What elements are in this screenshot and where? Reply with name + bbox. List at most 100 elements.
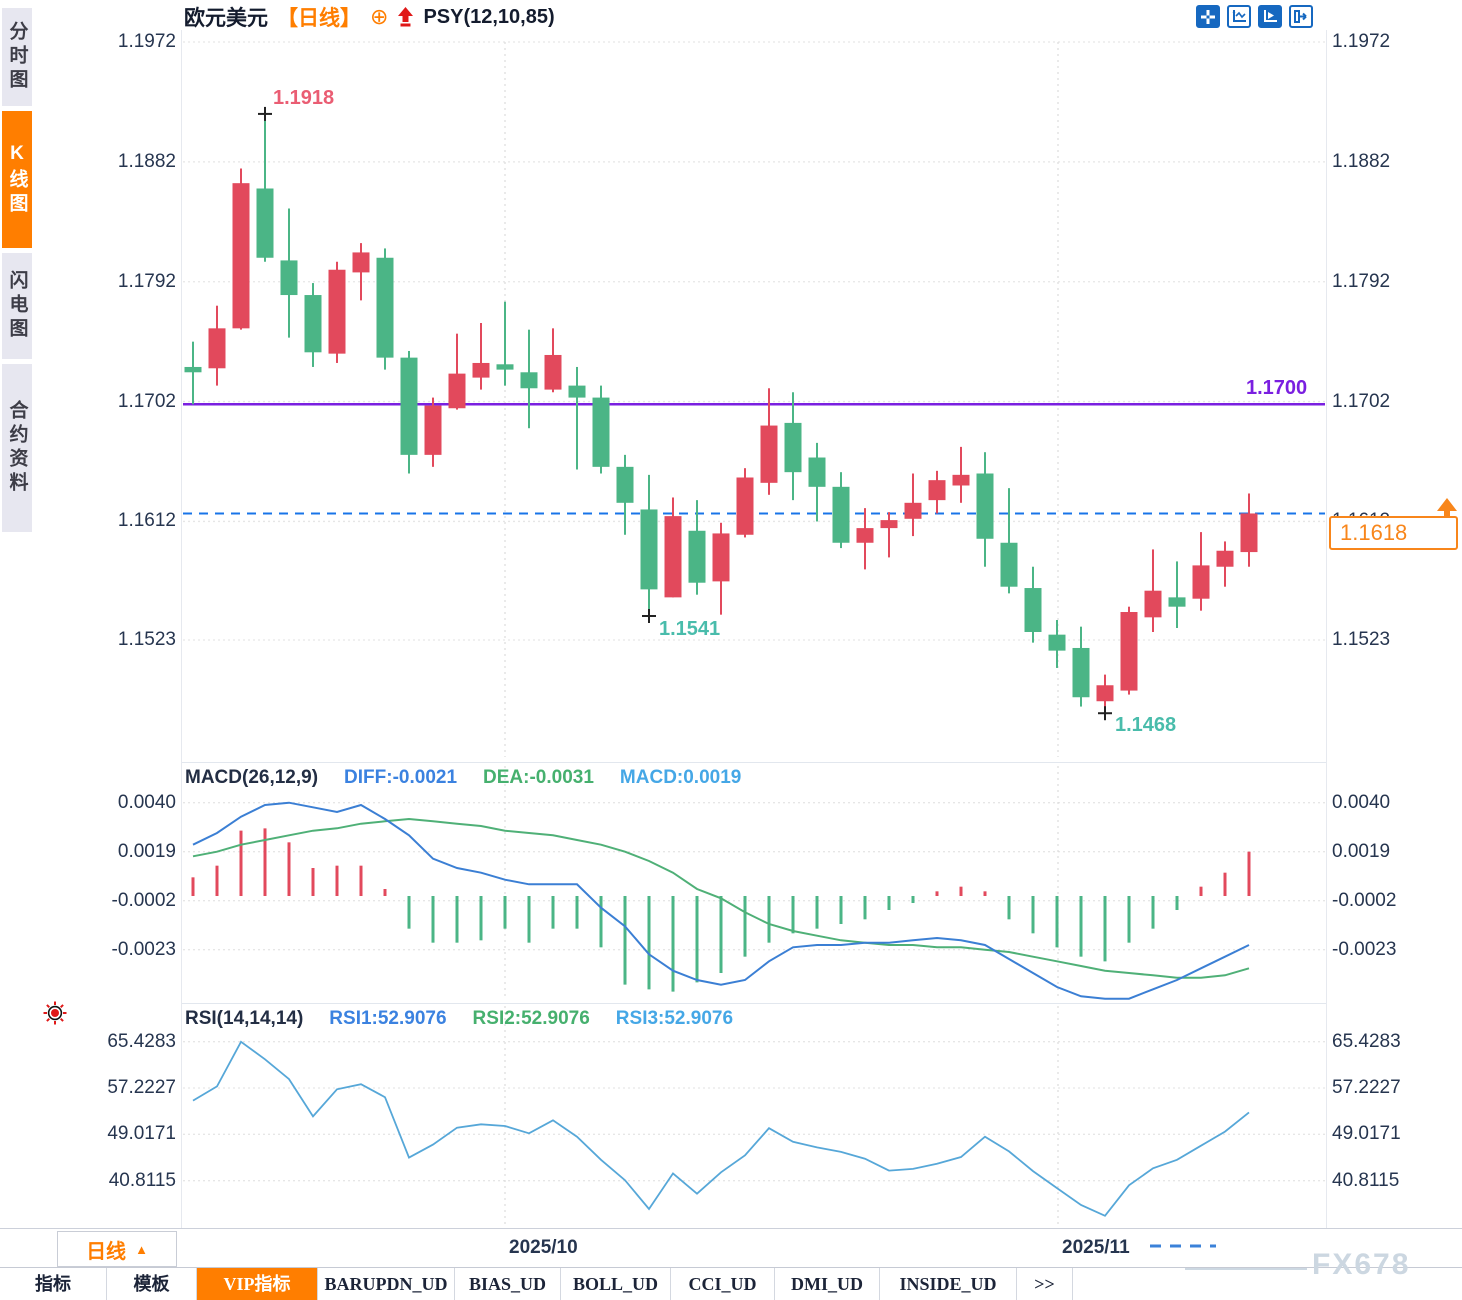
sidebar-tab-3[interactable]: 闪电图 xyxy=(2,253,32,359)
candle-body xyxy=(424,405,442,455)
macd-axis-label: -0.0023 xyxy=(111,938,176,960)
bottom-tab-7[interactable]: CCI_UD xyxy=(671,1268,775,1300)
move-crosshair-icon[interactable] xyxy=(1196,5,1220,28)
dropdown-arrow-icon: ▲ xyxy=(135,1241,148,1257)
bottom-tab-4[interactable]: BARUPDN_UD xyxy=(318,1268,455,1300)
macd-dea-value: DEA:-0.0031 xyxy=(483,767,594,788)
macd-diff-line xyxy=(192,801,1250,1000)
price-axis-label: 1.1972 xyxy=(117,31,176,52)
period-selector-label: 日线 xyxy=(86,1240,127,1263)
price-axis-label: 1.1702 xyxy=(1332,390,1391,412)
watermark: FX678 xyxy=(1312,1248,1411,1281)
panel-divider xyxy=(182,1003,1326,1004)
bottom-tab-1[interactable]: 指标 xyxy=(0,1268,107,1300)
candle-body xyxy=(1216,550,1234,567)
sidebar-tab-2[interactable]: K线图 xyxy=(2,111,32,248)
bottom-tab-8[interactable]: DMI_UD xyxy=(775,1268,880,1300)
price-axis-label: 1.1702 xyxy=(117,390,176,412)
candle-body xyxy=(736,477,754,535)
price-axis-label: 1.1792 xyxy=(117,270,176,292)
price-up-arrow-icon xyxy=(1437,498,1457,511)
candle-body xyxy=(712,533,730,582)
macd-title[interactable]: MACD(26,12,9) xyxy=(185,767,319,788)
bottom-tab-10[interactable]: >> xyxy=(1017,1268,1073,1300)
candle-body xyxy=(616,466,634,503)
price-axis-label: 1.1523 xyxy=(1332,628,1391,650)
macd-dea-line xyxy=(192,817,1250,979)
macd-header: MACD(26,12,9) DIFF:-0.0021 DEA:-0.0031 M… xyxy=(185,767,741,789)
candle-body xyxy=(352,252,370,273)
macd-axis-label: -0.0002 xyxy=(1332,889,1397,911)
candle-body xyxy=(256,188,274,258)
rsi-axis-label: 65.4283 xyxy=(1332,1030,1401,1052)
rsi-axis-label: 49.0171 xyxy=(107,1123,176,1145)
price-axis-label: 1.1612 xyxy=(117,510,176,532)
indicator-tab-bar: 指标 模板 VIP指标 BARUPDN_UD BIAS_UD BOLL_UD CCI_UD D… xyxy=(0,1267,1462,1300)
candle-body xyxy=(1048,634,1066,651)
sidebar-tab-1[interactable]: 分时图 xyxy=(2,8,32,106)
macd-axis-label: 0.0040 xyxy=(117,791,176,813)
candle-body xyxy=(1096,685,1114,702)
candle-body xyxy=(1072,647,1090,698)
current-price-tag: 1.1618 xyxy=(1329,516,1458,550)
bottom-tab-6[interactable]: BOLL_UD xyxy=(561,1268,671,1300)
candle-body xyxy=(832,486,850,543)
axis-scale-icon[interactable] xyxy=(1227,5,1251,28)
candle-body xyxy=(1000,542,1018,587)
price-axis-label: 1.1882 xyxy=(1332,150,1391,172)
candle-body xyxy=(400,357,418,455)
macd-macd-value: MACD:0.0019 xyxy=(619,767,742,788)
symbol-title: 欧元美元 xyxy=(184,7,268,30)
swing-low-label: 1.1541 xyxy=(659,618,721,640)
macd-axis-label: 0.0019 xyxy=(1332,840,1391,862)
rsi-line xyxy=(192,1040,1250,1217)
bottom-tab-3[interactable]: VIP指标 xyxy=(197,1268,318,1300)
rsi-axis-label: 57.2227 xyxy=(107,1077,176,1098)
panel-divider xyxy=(182,762,1326,763)
rsi-axis-label: 57.2227 xyxy=(1332,1077,1401,1098)
bottom-tab-2[interactable]: 模板 xyxy=(107,1268,197,1300)
candle-body xyxy=(928,480,946,501)
candle-body xyxy=(904,502,922,519)
candle-body xyxy=(784,422,802,473)
candle-body xyxy=(688,530,706,583)
rsi-title[interactable]: RSI(14,14,14) xyxy=(185,1008,304,1029)
candle-body xyxy=(496,364,514,370)
period-tag[interactable]: 【日线】 xyxy=(277,7,361,30)
bottom-tab-5[interactable]: BIAS_UD xyxy=(455,1268,561,1300)
candle-body xyxy=(568,385,586,398)
candle-body xyxy=(880,520,898,529)
signal-up-arrow-icon xyxy=(397,6,414,28)
price-axis-label: 1.1792 xyxy=(1332,270,1391,292)
rsi-axis-label: 49.0171 xyxy=(1332,1123,1401,1145)
candle-body xyxy=(1192,565,1210,599)
x-axis-label: 2025/11 xyxy=(1062,1237,1130,1258)
swing-high-label: 1.1918 xyxy=(273,87,335,109)
macd-axis-label: 0.0019 xyxy=(117,840,176,862)
bottom-tab-9[interactable]: INSIDE_UD xyxy=(880,1268,1017,1300)
rsi-axis-label: 40.8115 xyxy=(108,1169,176,1191)
candle-body xyxy=(208,328,226,369)
candle-body xyxy=(232,183,250,329)
rsi3-value: RSI3:52.9076 xyxy=(615,1008,734,1029)
add-indicator-icon[interactable]: ⊕ xyxy=(370,4,389,29)
candle-body xyxy=(448,373,466,409)
candle-body xyxy=(976,473,994,539)
macd-axis-label: 0.0040 xyxy=(1332,791,1391,813)
candle-body xyxy=(520,372,538,389)
x-axis-label: 2025/10 xyxy=(509,1237,578,1258)
candle-body xyxy=(808,457,826,487)
candle-body xyxy=(640,509,658,590)
candle-body xyxy=(472,362,490,378)
candle-body xyxy=(760,425,778,483)
indicator-settings-sun-icon[interactable] xyxy=(42,1000,68,1026)
candle-body xyxy=(1120,612,1138,691)
collapse-right-icon[interactable] xyxy=(1289,5,1313,28)
axis-play-icon[interactable] xyxy=(1258,5,1282,28)
period-selector[interactable]: 日线 ▲ xyxy=(57,1231,177,1267)
candle-body xyxy=(856,528,874,543)
sidebar-tab-4[interactable]: 合约资料 xyxy=(2,364,32,532)
candle-body xyxy=(1240,513,1258,553)
